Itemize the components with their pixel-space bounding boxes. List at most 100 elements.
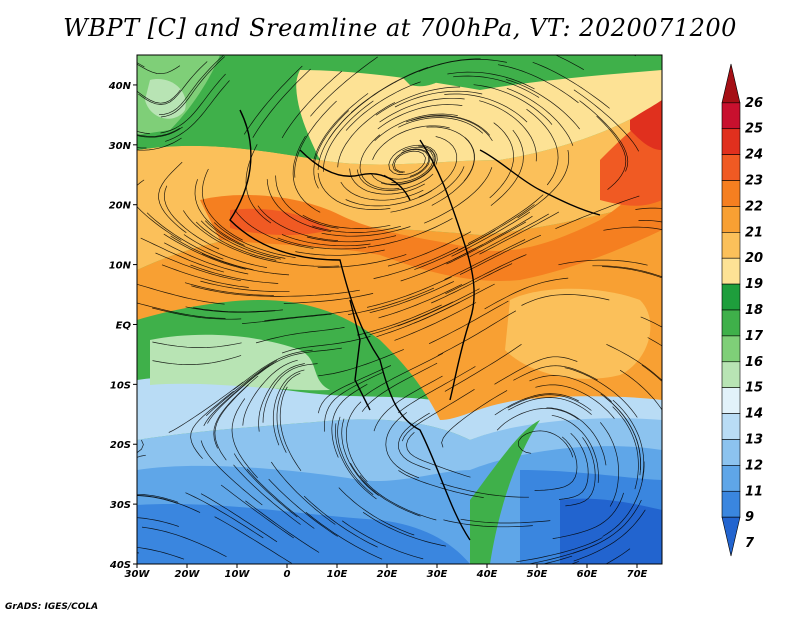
- streamline: [391, 146, 434, 184]
- streamline: [573, 509, 646, 562]
- streamline: [361, 362, 438, 412]
- streamline: [138, 61, 208, 105]
- streamline: [596, 115, 627, 190]
- streamline: [184, 282, 274, 296]
- streamline: [451, 211, 531, 257]
- streamline: [542, 555, 573, 564]
- streamline: [370, 149, 436, 185]
- map-title: WBPT [C] and Sreamline at 700hPa, VT: 20…: [63, 14, 737, 42]
- colorbar-swatch: [721, 439, 741, 466]
- streamline: [372, 125, 450, 160]
- streamline: [387, 231, 472, 267]
- streamline: [234, 209, 314, 249]
- streamline: [496, 407, 579, 431]
- lon-label: 60E: [577, 569, 598, 580]
- streamline: [220, 484, 294, 539]
- streamline: [405, 115, 491, 136]
- streamline: [572, 499, 642, 554]
- colorbar-label: 21: [745, 225, 763, 240]
- streamline: [513, 365, 598, 381]
- streamline: [565, 437, 596, 507]
- streamline: [257, 205, 338, 241]
- streamline: [612, 406, 639, 490]
- colorbar-label: 16: [745, 355, 763, 370]
- streamline: [321, 226, 411, 237]
- streamline: [317, 98, 369, 170]
- streamline: [141, 526, 227, 558]
- streamline: [508, 397, 592, 415]
- streamline: [602, 461, 645, 537]
- streamline: [137, 126, 183, 138]
- streamline: [446, 221, 527, 265]
- streamline: [233, 453, 298, 518]
- streamline: [383, 148, 431, 180]
- streamline: [534, 436, 578, 491]
- streamline: [338, 487, 415, 536]
- streamline: [400, 244, 483, 282]
- streamline: [158, 55, 224, 116]
- streamline: [262, 363, 318, 423]
- colorbar: 26 25 24 23 22 21 20 19 18 17 16 15 14 13 12 11 9 7: [721, 63, 764, 557]
- lat-label: 10N: [109, 261, 132, 272]
- streamline: [453, 75, 540, 98]
- streamline: [431, 137, 475, 206]
- streamline: [345, 190, 433, 207]
- streamline: [374, 113, 458, 141]
- streamline: [606, 343, 662, 381]
- streamline: [137, 439, 144, 454]
- streamline: [385, 412, 420, 479]
- streamline: [183, 210, 258, 258]
- lon-label: 0: [284, 569, 291, 580]
- streamline: [137, 62, 145, 68]
- streamline: [516, 537, 603, 563]
- streamline: [168, 381, 244, 433]
- streamline: [137, 179, 182, 241]
- streamline: [506, 79, 580, 130]
- streamline: [388, 144, 438, 176]
- colorbar-swatch: [721, 180, 741, 207]
- colorbar-swatch: [721, 413, 741, 440]
- colorbar-label: 15: [745, 381, 763, 396]
- streamline: [362, 512, 446, 547]
- streamline: [200, 493, 278, 543]
- lon-label: 70E: [627, 569, 648, 580]
- streamline: [294, 100, 337, 178]
- streamline: [398, 470, 484, 498]
- streamline: [205, 360, 278, 417]
- streamline: [252, 68, 311, 138]
- streamline: [612, 399, 645, 481]
- streamline: [359, 134, 400, 190]
- lat-label: 30N: [109, 141, 132, 152]
- streamline: [281, 70, 343, 139]
- streamline: [573, 89, 640, 152]
- streamline: [379, 97, 465, 123]
- streamline: [398, 366, 476, 413]
- streamline: [207, 363, 274, 424]
- streamline: [324, 372, 383, 432]
- streamline: [203, 365, 270, 426]
- streamline: [140, 237, 224, 273]
- streamline: [264, 309, 354, 322]
- streamline: [242, 313, 332, 324]
- colorbar-swatch: [721, 361, 741, 388]
- streamline: [275, 175, 339, 229]
- streamline: [292, 135, 321, 213]
- colorbar-label: 18: [745, 303, 763, 318]
- streamline: [201, 168, 243, 241]
- lon-label: 20E: [377, 569, 398, 580]
- streamline: [268, 478, 338, 537]
- streamline: [243, 65, 303, 135]
- streamline: [517, 149, 570, 219]
- streamline: [373, 247, 459, 279]
- streamline: [337, 416, 374, 495]
- streamline: [155, 252, 241, 282]
- streamline: [401, 389, 475, 442]
- coastlines: [229, 109, 601, 541]
- streamline: [341, 418, 379, 496]
- streamline: [137, 517, 179, 527]
- colorbar-swatch: [721, 257, 741, 285]
- streamline: [279, 386, 302, 472]
- colorbar-swatch: [721, 465, 741, 492]
- streamline: [242, 359, 298, 426]
